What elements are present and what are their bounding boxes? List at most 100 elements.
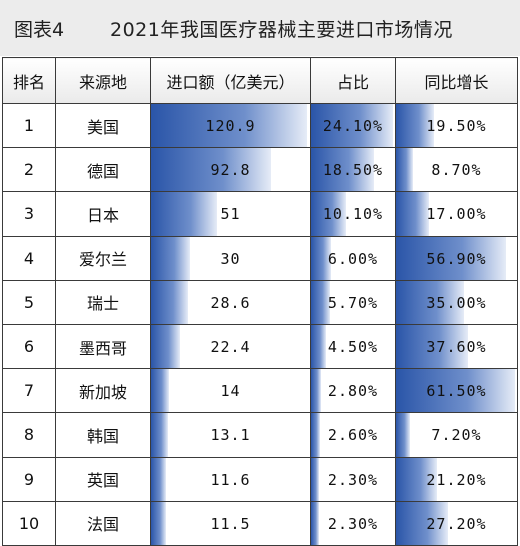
cell-share-value: 6.00% xyxy=(327,249,379,268)
table-row: 8 韩国 13.1 2.60% 7.20% xyxy=(2,412,518,458)
cell-share: 6.00% xyxy=(310,235,396,281)
cell-country: 瑞士 xyxy=(55,279,151,325)
table-row: 6 墨西哥 22.4 4.50% 37.60% xyxy=(2,323,518,370)
cell-growth-value: 8.70% xyxy=(431,161,482,180)
cell-country-value: 日本 xyxy=(86,205,119,225)
cell-import: 28.6 xyxy=(150,279,311,325)
cell-import-bar xyxy=(151,192,217,236)
cell-growth-bar xyxy=(396,281,464,324)
cell-share-value: 18.50% xyxy=(322,161,384,180)
cell-import-bar xyxy=(151,458,166,501)
cell-rank-value: 7 xyxy=(23,381,35,401)
figure-label: 图表4 xyxy=(14,19,65,41)
cell-growth: 8.70% xyxy=(395,147,518,193)
cell-share: 4.50% xyxy=(310,323,396,370)
cell-share: 2.30% xyxy=(310,456,396,502)
cell-import: 14 xyxy=(150,368,311,414)
cell-import-bar xyxy=(151,325,180,368)
chart-title: 2021年我国医疗器械主要进口市场情况 xyxy=(110,19,453,41)
cell-share: 5.70% xyxy=(310,279,396,325)
cell-import-value: 13.1 xyxy=(210,426,251,445)
cell-import-value: 30 xyxy=(220,249,241,268)
cell-import-bar xyxy=(151,237,190,280)
cell-import: 22.4 xyxy=(150,323,311,370)
cell-share-bar xyxy=(311,281,331,324)
table-row: 1 美国 120.9 24.10% 19.50% xyxy=(2,102,518,149)
cell-rank-value: 8 xyxy=(23,425,35,445)
cell-country: 日本 xyxy=(55,191,151,237)
cell-share-value: 2.80% xyxy=(327,382,379,401)
cell-share: 2.60% xyxy=(310,412,396,458)
cell-growth: 7.20% xyxy=(395,412,518,458)
header-country: 来源地 xyxy=(55,57,151,104)
cell-share: 10.10% xyxy=(310,191,396,237)
cell-growth-bar xyxy=(396,369,515,412)
cell-rank: 5 xyxy=(2,279,56,325)
cell-country-value: 美国 xyxy=(86,117,119,137)
cell-import-value: 51 xyxy=(220,205,241,224)
cell-share-value: 2.60% xyxy=(327,426,379,445)
cell-share-bar xyxy=(311,148,375,191)
cell-country-value: 墨西哥 xyxy=(78,338,127,358)
cell-growth-bar xyxy=(396,192,429,236)
cell-import-bar xyxy=(151,281,188,324)
cell-share-value: 2.30% xyxy=(327,514,379,533)
cell-share-value: 2.30% xyxy=(327,470,379,489)
cell-import-value: 11.6 xyxy=(210,470,251,489)
cell-rank-value: 2 xyxy=(23,160,35,180)
header-row: 排名 来源地 进口额（亿美元） 占比 同比增长 xyxy=(2,57,518,104)
cell-growth-value: 17.00% xyxy=(426,205,487,224)
cell-growth-bar xyxy=(396,104,434,147)
cell-growth-value: 7.20% xyxy=(431,426,482,445)
cell-rank: 2 xyxy=(2,147,56,193)
header-import: 进口额（亿美元） xyxy=(150,57,311,104)
cell-growth: 37.60% xyxy=(395,323,518,370)
cell-country-value: 法国 xyxy=(86,515,119,535)
cell-country: 新加坡 xyxy=(55,368,151,414)
cell-share-bar xyxy=(311,325,327,368)
cell-rank: 3 xyxy=(2,191,56,237)
table-row: 4 爱尔兰 30 6.00% 56.90% xyxy=(2,235,518,281)
cell-import-bar xyxy=(151,369,169,412)
cell-country: 韩国 xyxy=(55,412,151,458)
cell-import-value: 92.8 xyxy=(210,161,251,180)
cell-rank-value: 3 xyxy=(23,204,35,224)
cell-growth: 35.00% xyxy=(395,279,518,325)
cell-rank-value: 6 xyxy=(23,337,35,357)
table-body: 1 美国 120.9 24.10% 19.50% 2 德国 92.8 18.50% 8.70% 3 日… xyxy=(2,102,518,546)
cell-country-value: 新加坡 xyxy=(78,382,127,402)
cell-rank: 9 xyxy=(2,456,56,502)
cell-growth-value: 37.60% xyxy=(426,338,487,357)
cell-share-value: 24.10% xyxy=(322,117,384,136)
cell-growth: 19.50% xyxy=(395,102,518,149)
cell-rank-value: 5 xyxy=(23,292,35,312)
cell-import-value: 120.9 xyxy=(205,117,256,136)
cell-share-value: 4.50% xyxy=(327,338,379,357)
cell-import-value: 11.5 xyxy=(210,514,251,533)
cell-share: 18.50% xyxy=(310,147,396,193)
cell-import: 120.9 xyxy=(150,102,311,149)
cell-country-value: 德国 xyxy=(86,161,119,181)
table-row: 10 法国 11.5 2.30% 27.20% xyxy=(2,500,518,546)
cell-share: 2.80% xyxy=(310,368,396,414)
cell-country-value: 瑞士 xyxy=(86,294,119,314)
cell-share-bar xyxy=(311,237,332,280)
cell-growth: 21.20% xyxy=(395,456,518,502)
cell-country: 法国 xyxy=(55,500,151,546)
cell-import: 30 xyxy=(150,235,311,281)
data-table: 排名 来源地 进口额（亿美元） 占比 同比增长 1 美国 120.9 24.10% 19… xyxy=(2,57,518,546)
cell-country-value: 英国 xyxy=(86,471,119,491)
cell-import-value: 22.4 xyxy=(210,338,251,357)
cell-rank: 10 xyxy=(2,500,56,546)
cell-share-value: 10.10% xyxy=(322,205,384,224)
cell-import-bar xyxy=(151,104,307,147)
cell-rank: 6 xyxy=(2,323,56,370)
cell-rank-value: 1 xyxy=(23,116,35,136)
cell-growth-value: 21.20% xyxy=(426,470,487,489)
cell-country: 爱尔兰 xyxy=(55,235,151,281)
cell-growth-value: 35.00% xyxy=(426,293,487,312)
cell-growth-bar xyxy=(396,502,449,545)
cell-country: 墨西哥 xyxy=(55,323,151,370)
cell-growth: 61.50% xyxy=(395,368,518,414)
